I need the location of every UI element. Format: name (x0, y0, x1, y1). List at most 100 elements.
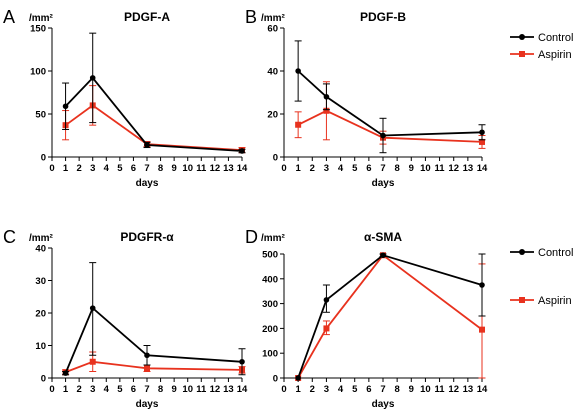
y-tick-label: 0 (273, 153, 278, 164)
series-control (62, 32, 246, 154)
x-tick-label: 7 (380, 384, 385, 395)
x-tick-label: 7 (144, 384, 149, 395)
x-axis-label: days (372, 178, 395, 189)
x-tick-label: 2 (76, 163, 81, 174)
y-tick-label: 0 (41, 374, 46, 385)
x-tick-label: 11 (196, 384, 207, 395)
x-tick-label: 1 (63, 163, 69, 174)
y-tick-label: 300 (262, 299, 278, 310)
x-tick-label: 8 (158, 384, 163, 395)
x-tick-label: 0 (281, 384, 286, 395)
series-line (65, 104, 243, 151)
y-tick-label: 0 (41, 153, 46, 164)
x-tick-label: 5 (352, 163, 358, 174)
y-axis-label: /mm² (261, 233, 286, 244)
x-tick-label: 12 (210, 163, 221, 174)
x-tick-label: 12 (448, 384, 459, 395)
y-tick-label: 20 (35, 309, 46, 320)
x-axis-label: days (136, 178, 159, 189)
x-tick-label: 10 (182, 163, 193, 174)
legend-control-label: Control (538, 32, 573, 44)
chart-title: PDGF-A (124, 10, 170, 24)
x-tick-label: 3 (90, 163, 95, 174)
data-point (239, 358, 245, 365)
series-aspirin (295, 252, 486, 381)
x-tick-label: 13 (463, 163, 474, 174)
x-tick-label: 11 (196, 163, 207, 174)
x-tick-label: 11 (435, 163, 446, 174)
series-control (294, 40, 486, 154)
x-axis-label: days (372, 399, 395, 410)
x-tick-label: 4 (104, 384, 110, 395)
legend-control-label: Control (538, 247, 573, 259)
x-tick-label: 7 (144, 163, 149, 174)
panel-letter: B (245, 7, 257, 27)
x-tick-label: 2 (76, 384, 81, 395)
x-tick-label: 1 (295, 163, 301, 174)
x-tick-label: 8 (394, 163, 399, 174)
legend-bottom: Control Aspirin (510, 247, 573, 307)
data-point (89, 75, 96, 81)
data-point (295, 121, 302, 128)
data-point (144, 142, 150, 148)
x-tick-label: 0 (49, 163, 54, 174)
y-tick-label: 30 (35, 276, 46, 287)
x-tick-label: 6 (366, 163, 371, 174)
x-tick-label: 4 (338, 384, 344, 395)
x-tick-label: 4 (104, 163, 110, 174)
data-point (479, 129, 485, 136)
x-tick-label: 9 (409, 163, 414, 174)
legend-aspirin-marker (519, 297, 525, 303)
y-tick-label: 100 (30, 67, 46, 78)
legend-top: Control Aspirin (510, 32, 573, 61)
series-line (297, 254, 483, 379)
x-tick-label: 8 (158, 163, 163, 174)
legend-control-marker (519, 34, 525, 40)
y-tick-label: 10 (35, 341, 46, 352)
x-tick-label: 2 (310, 384, 315, 395)
x-tick-label: 13 (223, 384, 234, 395)
data-point (380, 132, 386, 139)
series-line (64, 306, 243, 374)
panel-letter: C (3, 227, 16, 247)
x-tick-label: 13 (463, 384, 474, 395)
y-axis-label: /mm² (29, 233, 54, 244)
x-tick-label: 5 (117, 384, 123, 395)
series-aspirin (294, 81, 486, 149)
series-line (297, 253, 483, 379)
data-point (62, 370, 69, 376)
x-tick-label: 1 (295, 384, 301, 395)
x-tick-label: 10 (420, 163, 431, 174)
y-tick-label: 0 (273, 374, 278, 385)
x-tick-label: 9 (171, 384, 176, 395)
y-tick-label: 150 (30, 24, 46, 35)
chart-title: α-SMA (364, 230, 402, 244)
x-tick-label: 12 (210, 384, 221, 395)
chart-title: PDGFR-α (120, 230, 174, 244)
y-tick-label: 40 (267, 67, 278, 78)
data-point (89, 358, 96, 365)
y-tick-label: 20 (267, 110, 278, 121)
x-tick-label: 11 (435, 384, 446, 395)
data-point (144, 365, 150, 372)
y-tick-label: 40 (35, 244, 46, 255)
x-tick-label: 0 (49, 384, 54, 395)
x-tick-label: 10 (420, 384, 431, 395)
data-point (479, 326, 485, 333)
y-tick-label: 60 (267, 24, 278, 35)
series-control (62, 262, 246, 376)
data-point (323, 297, 330, 303)
data-point (479, 138, 485, 145)
data-point (380, 252, 386, 259)
x-tick-label: 14 (477, 163, 488, 174)
x-tick-label: 5 (117, 163, 123, 174)
x-tick-label: 3 (324, 384, 329, 395)
x-tick-label: 8 (394, 384, 399, 395)
x-tick-label: 4 (338, 163, 344, 174)
x-tick-label: 14 (477, 384, 488, 395)
x-tick-label: 6 (131, 163, 136, 174)
